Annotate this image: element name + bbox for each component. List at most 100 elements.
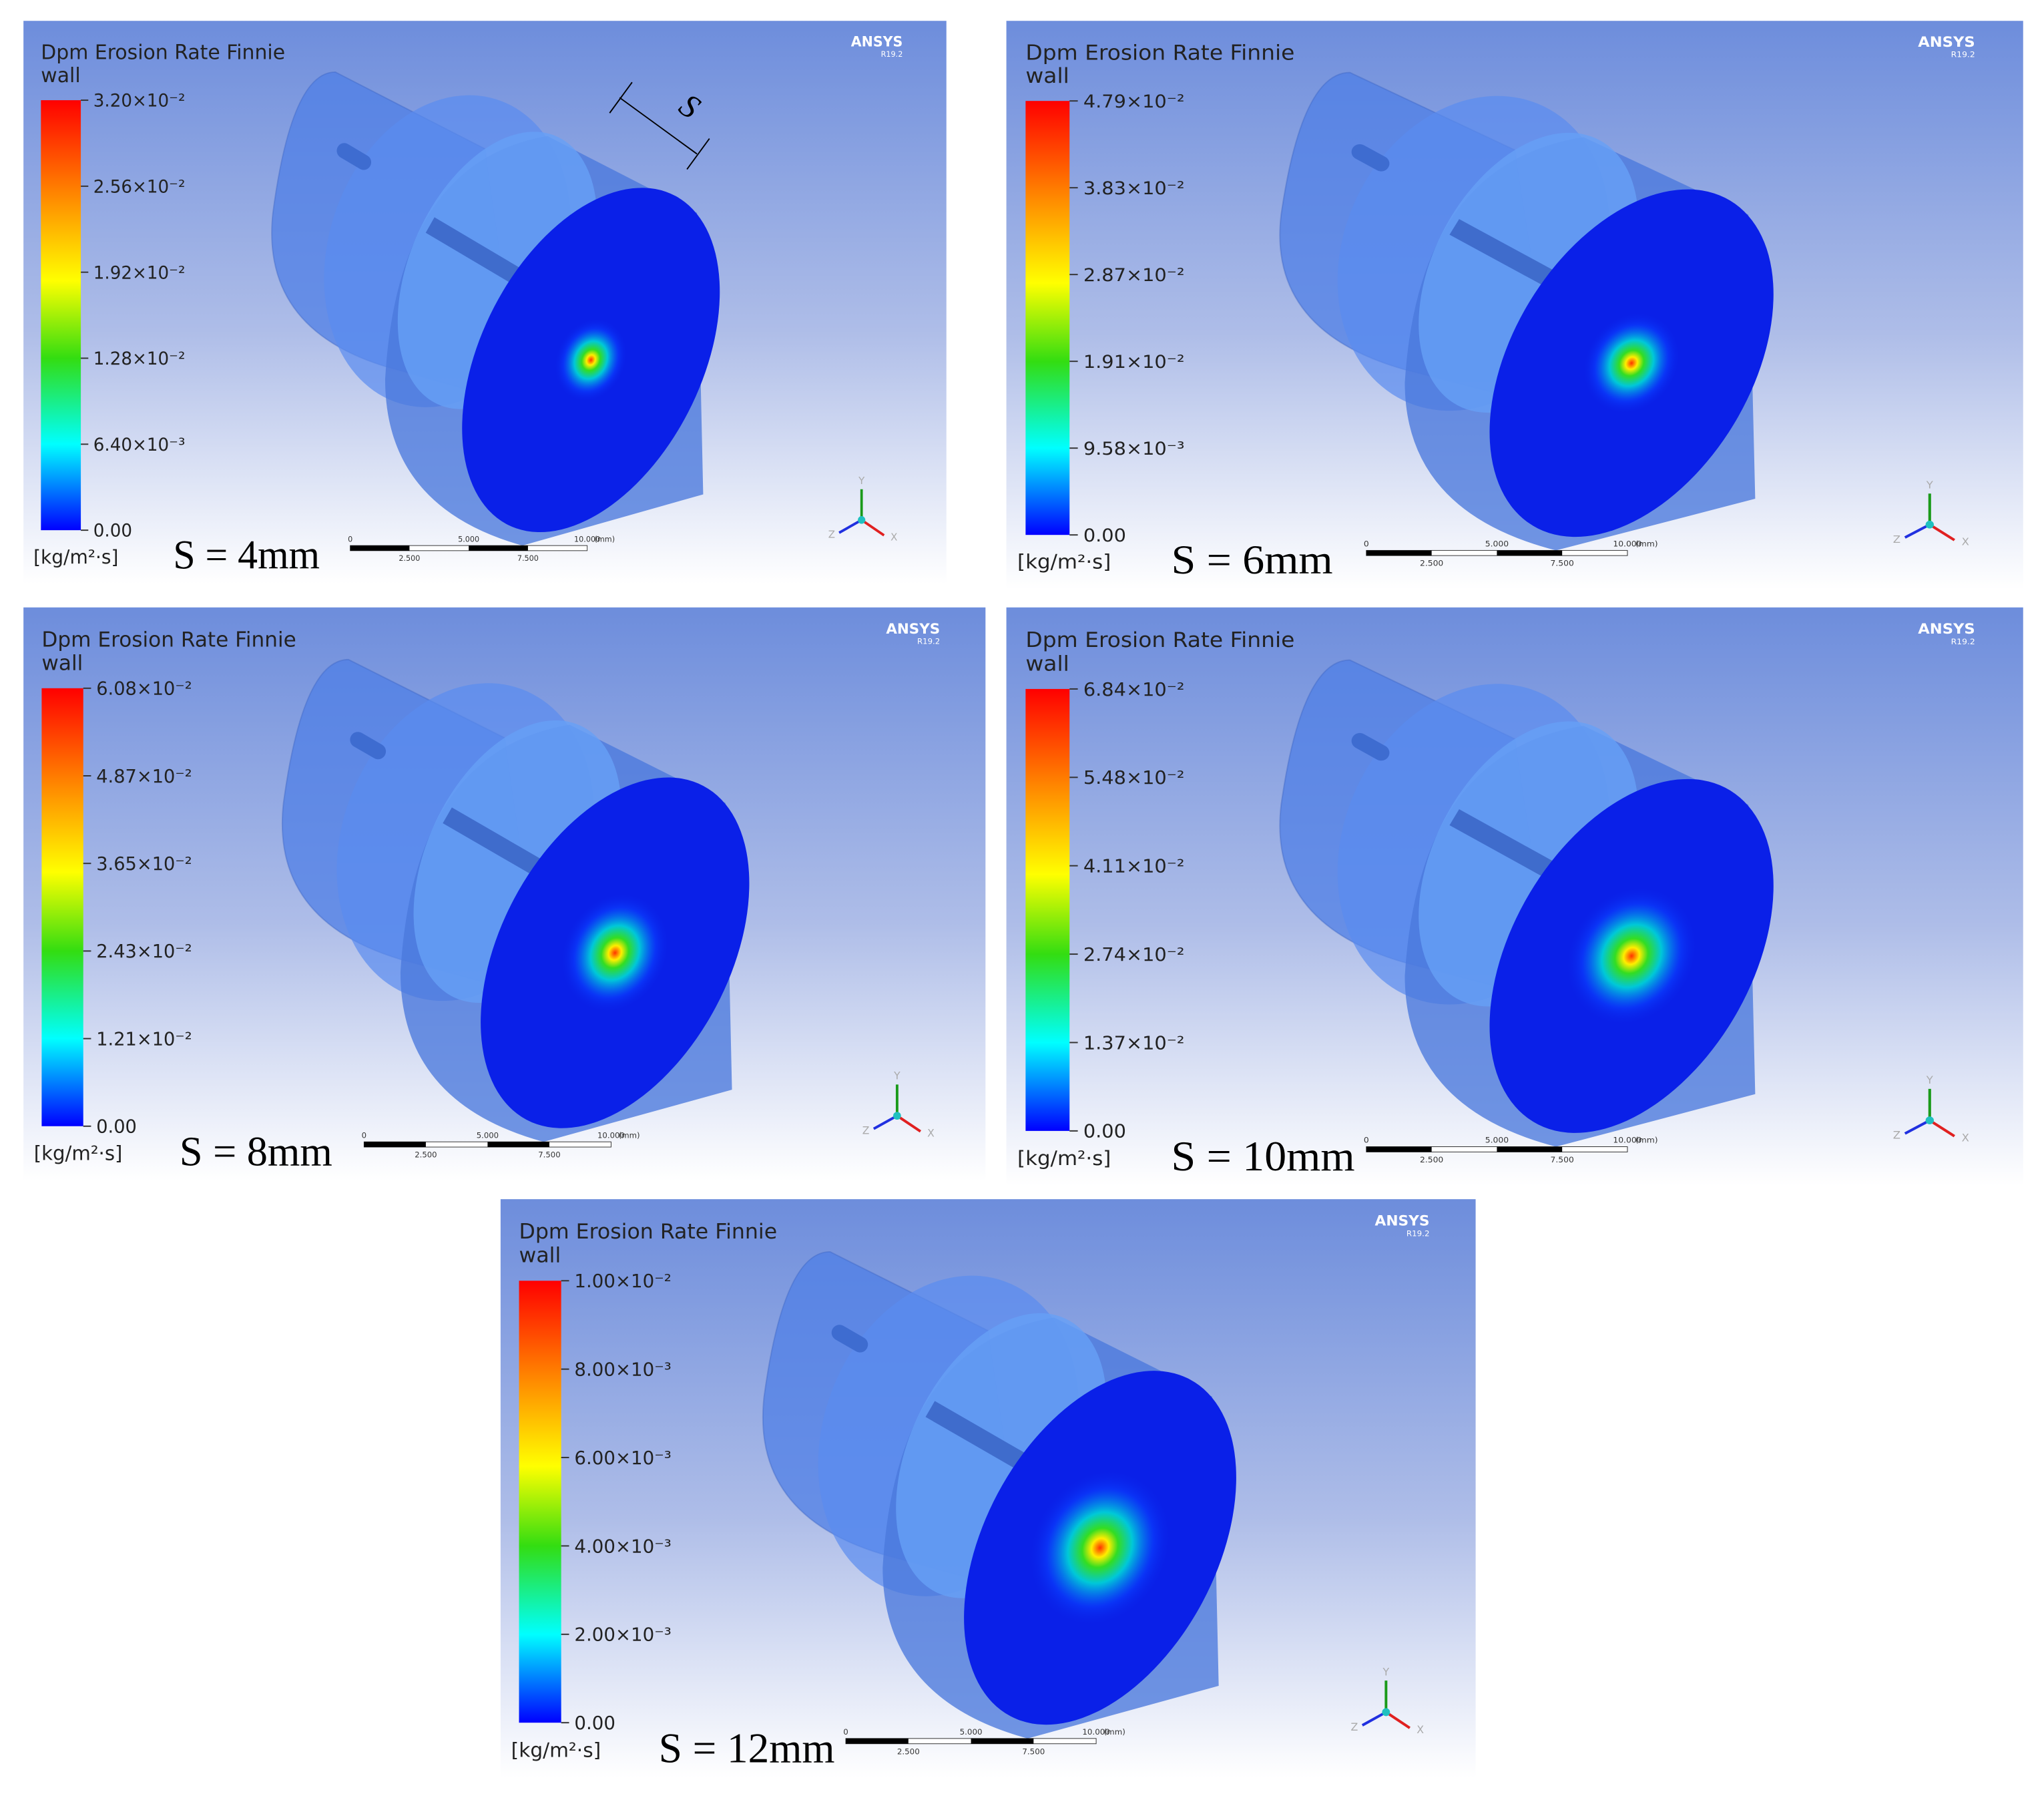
- legend-title: Dpm Erosion Rate Finnie: [41, 628, 296, 652]
- version: R19.2: [1407, 1228, 1430, 1238]
- color-bar-label: 1.91×10⁻²: [1083, 351, 1185, 373]
- shaft: [425, 217, 532, 290]
- scale-label: 5.000: [1485, 539, 1509, 549]
- erosion-spot: [560, 892, 670, 1013]
- color-bar-label: 1.00×10⁻²: [574, 1270, 671, 1292]
- axis-x: [896, 1114, 922, 1133]
- version: R19.2: [881, 49, 903, 59]
- nozzle: [831, 1325, 868, 1353]
- brand: ANSYS: [1918, 621, 1975, 638]
- legend-subtitle: wall: [1025, 651, 1069, 676]
- axis-label: Y: [1926, 479, 1933, 491]
- scale-label: (mm): [619, 1130, 640, 1140]
- axis-label: Z: [1893, 533, 1900, 545]
- scale-label: 10.000: [574, 534, 600, 543]
- color-bar-label: 1.21×10⁻²: [96, 1029, 192, 1050]
- brand: ANSYS: [886, 621, 940, 638]
- shaft: [1449, 219, 1567, 293]
- scale-label: 5.000: [477, 1130, 499, 1140]
- geometry: [1279, 659, 1774, 1147]
- color-bar-label: 0.00: [574, 1712, 615, 1734]
- geometry: [762, 1251, 1236, 1739]
- legend-subtitle: wall: [41, 64, 80, 87]
- unit: [kg/m²·s]: [1017, 551, 1111, 574]
- scale-label: (mm): [1635, 1136, 1658, 1145]
- color-bar-label: 0.00: [1083, 1120, 1126, 1142]
- scale-label: 10.000: [1613, 1136, 1641, 1145]
- color-bar-label: 1.92×10⁻²: [93, 262, 186, 283]
- scale-bar: [350, 545, 410, 551]
- axis-z: [1904, 523, 1931, 539]
- scale-label: (mm): [1104, 1727, 1125, 1737]
- color-bar-label: 8.00×10⁻³: [574, 1359, 671, 1381]
- scale-bar: [487, 1142, 549, 1148]
- color-bar-label: 3.20×10⁻²: [93, 90, 186, 111]
- erosion-spot: [1028, 1469, 1172, 1627]
- shaft: [443, 807, 553, 882]
- scale-label: 0: [1364, 539, 1369, 549]
- color-bar-label: 2.74×10⁻²: [1083, 944, 1185, 965]
- scale-label: 7.500: [1022, 1747, 1045, 1757]
- axis-origin: [893, 1112, 901, 1120]
- color-bar-label: 2.87×10⁻²: [1083, 264, 1185, 286]
- scale-label: 0: [843, 1727, 848, 1737]
- axis-origin: [1382, 1708, 1390, 1717]
- color-bar: [1025, 101, 1070, 535]
- color-bar-label: 5.48×10⁻²: [1083, 767, 1185, 788]
- legend-title: Dpm Erosion Rate Finnie: [1025, 40, 1294, 65]
- color-bar: [1025, 688, 1070, 1131]
- axis-origin: [1925, 520, 1934, 529]
- dimension-line: [619, 97, 698, 155]
- axis-label: Z: [1351, 1721, 1358, 1733]
- unit: [kg/m²·s]: [511, 1739, 601, 1761]
- scale-label: 2.500: [897, 1747, 920, 1757]
- axis-z: [838, 519, 862, 534]
- axis-label: Y: [1382, 1665, 1390, 1678]
- color-bar-label: 3.83×10⁻²: [1083, 178, 1185, 199]
- legend-subtitle: wall: [41, 651, 83, 675]
- scale-bar: [364, 1142, 426, 1148]
- dimension-tick: [609, 81, 633, 114]
- axis-label: X: [890, 531, 897, 543]
- axis-z: [1361, 1711, 1387, 1727]
- color-bar: [41, 100, 81, 531]
- shaft: [925, 1401, 1038, 1476]
- axis-label: Y: [893, 1070, 901, 1082]
- scale-label: 7.500: [517, 553, 539, 563]
- scale-bar: [971, 1738, 1034, 1744]
- geometry: [271, 71, 720, 546]
- color-bar-label: 0.00: [1083, 525, 1126, 546]
- nozzle: [336, 143, 372, 170]
- color-bar-label: 2.56×10⁻²: [93, 176, 186, 197]
- scale-bar: [1366, 549, 1628, 556]
- color-bar-label: 1.28×10⁻²: [93, 349, 186, 369]
- color-bar-label: 2.43×10⁻²: [96, 941, 192, 962]
- scale-label: 10.000: [1082, 1727, 1109, 1737]
- unit: [kg/m²·s]: [34, 1142, 123, 1165]
- legend-subtitle: wall: [1025, 63, 1069, 88]
- nozzle: [1351, 732, 1390, 761]
- color-bar-label: 1.37×10⁻²: [1083, 1032, 1185, 1054]
- scale-label: 0: [1364, 1136, 1369, 1145]
- brand: ANSYS: [1375, 1213, 1430, 1230]
- scale-bar: [1366, 1146, 1628, 1152]
- scale-label: 5.000: [1485, 1136, 1509, 1145]
- scale-label: 2.500: [1420, 559, 1443, 568]
- geometry: [1279, 71, 1774, 551]
- nozzle: [350, 732, 387, 760]
- color-bar-label: 0.00: [93, 520, 132, 541]
- axis-label: Y: [1926, 1074, 1933, 1086]
- version: R19.2: [1951, 50, 1975, 59]
- erosion-spot: [554, 318, 628, 403]
- axis-label: X: [1962, 535, 1969, 547]
- color-bar-label: 6.08×10⁻²: [96, 679, 192, 700]
- scale-label: 0: [362, 1130, 366, 1140]
- unit: [kg/m²·s]: [1017, 1148, 1111, 1170]
- scale-label: 7.500: [538, 1150, 560, 1160]
- scale-label: 5.000: [458, 534, 479, 543]
